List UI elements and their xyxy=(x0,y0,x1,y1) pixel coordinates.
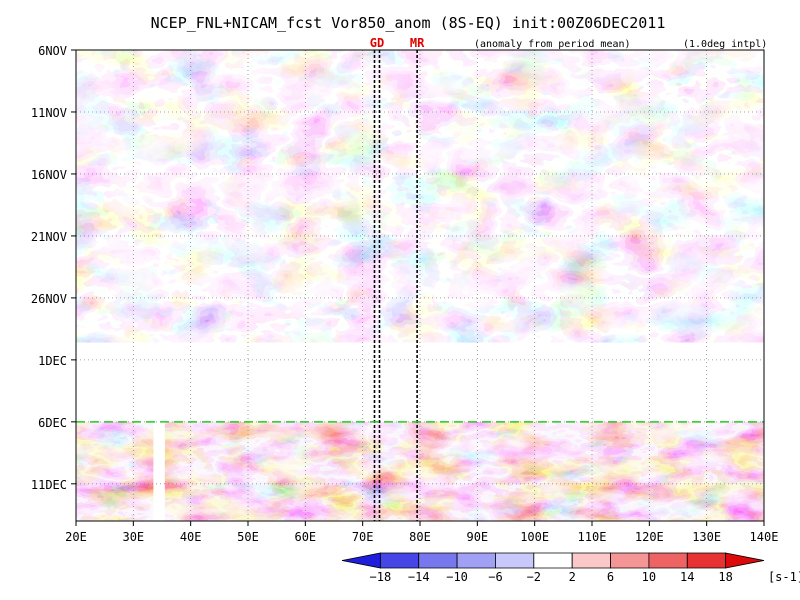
marker-labels: GD MR xyxy=(370,36,425,50)
missing-data-column xyxy=(153,421,165,521)
colorbar-level-label: 2 xyxy=(569,570,576,584)
colorbar-level-label: −18 xyxy=(370,570,392,584)
colorbar-segment xyxy=(418,552,458,569)
x-tick-label: 130E xyxy=(692,530,721,544)
y-tick-label: 16NOV xyxy=(31,168,67,182)
chart-subtitle-right: (1.0deg intpl) xyxy=(683,39,767,50)
x-tick-label: 60E xyxy=(294,530,316,544)
colorbar-level-label: −10 xyxy=(446,570,468,584)
y-tick-label: 6DEC xyxy=(38,416,67,430)
colorbar-segment xyxy=(495,552,535,569)
x-tick-label: 30E xyxy=(122,530,144,544)
x-tick-label: 120E xyxy=(635,530,664,544)
x-tick-label: 80E xyxy=(409,530,431,544)
colorbar-segment xyxy=(725,552,765,569)
colorbar-segment xyxy=(686,552,727,569)
x-tick-label: 20E xyxy=(65,530,87,544)
x-tick-label: 40E xyxy=(180,530,202,544)
x-tick-label: 100E xyxy=(520,530,549,544)
colorbar-level-label: 10 xyxy=(642,570,656,584)
marker-lines xyxy=(373,50,418,521)
colorbar-segment xyxy=(379,552,420,569)
marker-label-mr: MR xyxy=(410,36,425,50)
colorbar-level-label: −6 xyxy=(488,570,502,584)
y-tick-label: 11DEC xyxy=(31,478,67,492)
x-tick-label: 90E xyxy=(466,530,488,544)
marker-label-gd: GD xyxy=(370,36,384,50)
chart-title: NCEP_FNL+NICAM_fcst Vor850_anom (8S-EQ) … xyxy=(151,14,666,32)
colorbar-segment xyxy=(533,552,573,569)
x-tick-label: 140E xyxy=(750,530,779,544)
y-tick-label: 26NOV xyxy=(31,292,67,306)
colorbar-unit: [s-1] xyxy=(768,570,800,584)
colorbar: −18 −14 −10 −6 −2 2 6 10 14 18 [s-1] xyxy=(341,552,800,584)
colorbar-segment xyxy=(456,552,496,569)
colorbar-segment xyxy=(648,552,688,569)
x-tick-label: 50E xyxy=(237,530,259,544)
colorbar-segment xyxy=(571,552,611,569)
colorbar-segment xyxy=(341,552,381,569)
colorbar-level-label: 6 xyxy=(607,570,614,584)
x-tick-label: 70E xyxy=(352,530,374,544)
colorbar-level-label: −2 xyxy=(527,570,541,584)
y-tick-label: 21NOV xyxy=(31,230,67,244)
colorbar-level-label: 18 xyxy=(718,570,732,584)
x-tick-label: 110E xyxy=(578,530,607,544)
x-axis-ticks: 20E 30E 40E 50E 60E 70E 80E 90E 100E 110E 120E 130E… xyxy=(65,521,778,544)
y-axis-ticks: 6NOV 11NOV 16NOV 21NOV 26NOV 1DEC 6DEC 11DEC xyxy=(31,44,76,492)
colorbar-segment xyxy=(610,552,650,569)
colorbar-level-label: −14 xyxy=(408,570,430,584)
chart-subtitle-left: (anomaly from period mean) xyxy=(474,39,631,50)
colorbar-level-label: 14 xyxy=(680,570,694,584)
y-tick-label: 1DEC xyxy=(38,354,67,368)
y-tick-label: 6NOV xyxy=(38,44,67,58)
y-tick-label: 11NOV xyxy=(31,106,67,120)
